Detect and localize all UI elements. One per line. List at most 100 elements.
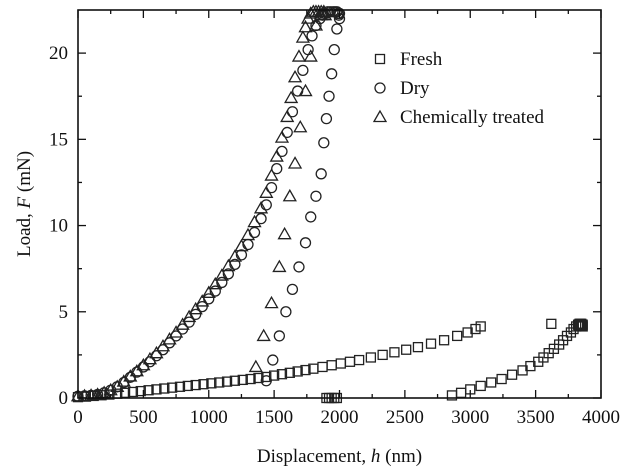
- data-point-square: [475, 321, 486, 332]
- data-point-triangle: [298, 83, 313, 97]
- data-point-triangle: [293, 119, 308, 133]
- legend-label-dry: Dry: [400, 78, 430, 99]
- data-point-square: [261, 371, 272, 383]
- data-point-square: [326, 360, 337, 371]
- legend-label-fresh: Fresh: [400, 49, 443, 70]
- data-point-circle: [306, 30, 318, 42]
- x-tick-label: 500: [129, 407, 158, 428]
- data-point-square: [300, 364, 311, 376]
- legend-label-chemically-treated: Chemically treated: [400, 107, 545, 128]
- data-point-triangle: [259, 185, 274, 198]
- data-point-circle: [315, 168, 327, 180]
- data-point-square: [127, 386, 139, 398]
- data-point-triangle: [247, 214, 262, 228]
- data-point-triangle: [264, 168, 279, 181]
- data-point-square: [546, 318, 557, 329]
- data-point-square: [268, 370, 280, 381]
- data-point-triangle: [175, 317, 190, 330]
- data-point-triangle: [240, 227, 256, 241]
- x-tick-label: 1000: [190, 407, 228, 428]
- data-point-square: [151, 384, 162, 395]
- data-point-triangle: [280, 109, 295, 123]
- plot-frame: [77, 9, 602, 399]
- data-point-triangle: [303, 6, 318, 19]
- data-point-circle: [267, 354, 279, 366]
- data-point-triangle: [155, 338, 171, 352]
- data-point-triangle: [277, 226, 292, 240]
- data-point-triangle: [149, 345, 164, 359]
- data-point-triangle: [287, 156, 303, 169]
- x-axis-title: Displacement, h (nm): [257, 446, 422, 467]
- legend-marker: [374, 82, 386, 94]
- data-point-circle: [331, 23, 343, 35]
- data-point-circle: [248, 226, 261, 239]
- data-point-circle: [216, 276, 228, 289]
- data-point-square: [221, 376, 233, 387]
- data-point-square: [198, 379, 209, 390]
- data-point-square: [292, 366, 303, 377]
- series-square: [72, 318, 588, 404]
- data-point-square: [577, 319, 588, 330]
- x-tick-label: 2000: [321, 407, 359, 428]
- data-point-triangle: [227, 249, 243, 262]
- legend-marker-circle: [374, 82, 386, 94]
- y-tick-label: 15: [49, 129, 68, 150]
- data-point-square: [389, 347, 400, 358]
- data-point-triangle: [248, 359, 263, 373]
- data-point-circle: [328, 44, 340, 56]
- data-point-square: [576, 318, 587, 329]
- data-point-square: [506, 369, 518, 380]
- data-point-square: [190, 379, 201, 391]
- x-tick-label: 3000: [451, 407, 489, 428]
- data-point-triangle: [291, 49, 307, 62]
- data-point-triangle: [264, 295, 279, 309]
- legend-item-chemically-treated: Chemically treated: [372, 107, 545, 128]
- x-tick-label: 3500: [517, 407, 555, 428]
- data-point-square: [353, 354, 365, 366]
- data-point-triangle: [269, 149, 284, 162]
- data-point-square: [159, 383, 170, 394]
- data-point-triangle: [287, 69, 303, 83]
- data-point-square: [565, 327, 577, 338]
- data-point-square: [214, 377, 225, 388]
- data-point-triangle: [162, 332, 177, 345]
- data-point-square: [166, 382, 178, 393]
- data-point-circle: [229, 258, 241, 271]
- data-point-triangle: [316, 4, 331, 17]
- data-point-triangle: [214, 268, 229, 281]
- data-point-square: [317, 361, 328, 373]
- data-point-circle: [280, 306, 292, 318]
- legend: Fresh Dry Chemically treated: [372, 49, 545, 128]
- data-point-triangle: [195, 294, 210, 307]
- data-point-square: [174, 381, 186, 392]
- legend-marker: [372, 109, 388, 123]
- data-point-square: [182, 380, 193, 392]
- x-tick-label: 2500: [386, 407, 424, 428]
- data-point-triangle: [221, 258, 236, 272]
- series-circle: [72, 6, 346, 402]
- data-point-square: [486, 377, 497, 388]
- data-point-square: [143, 385, 154, 396]
- data-point-circle: [310, 190, 322, 202]
- data-point-triangle: [253, 201, 269, 214]
- legend-marker-triangle: [372, 109, 388, 123]
- data-point-triangle: [284, 90, 299, 104]
- legend-item-dry: Dry: [374, 78, 430, 99]
- data-point-square: [229, 375, 241, 386]
- data-point-square: [206, 378, 217, 389]
- y-tick-label: 10: [49, 216, 68, 237]
- y-tick-label: 5: [59, 302, 69, 323]
- data-point-square: [496, 373, 507, 385]
- data-point-square: [412, 341, 424, 353]
- data-point-triangle: [129, 363, 144, 377]
- data-point-square: [344, 356, 356, 367]
- data-point-triangle: [272, 259, 287, 273]
- data-point-square: [284, 367, 295, 378]
- data-point-triangle: [308, 18, 324, 31]
- plot-marks: [70, 4, 588, 404]
- series-triangle: [70, 4, 333, 402]
- legend-marker-square: [374, 53, 386, 65]
- data-point-circle: [286, 283, 299, 296]
- data-point-square: [401, 344, 412, 355]
- data-point-square: [245, 373, 256, 385]
